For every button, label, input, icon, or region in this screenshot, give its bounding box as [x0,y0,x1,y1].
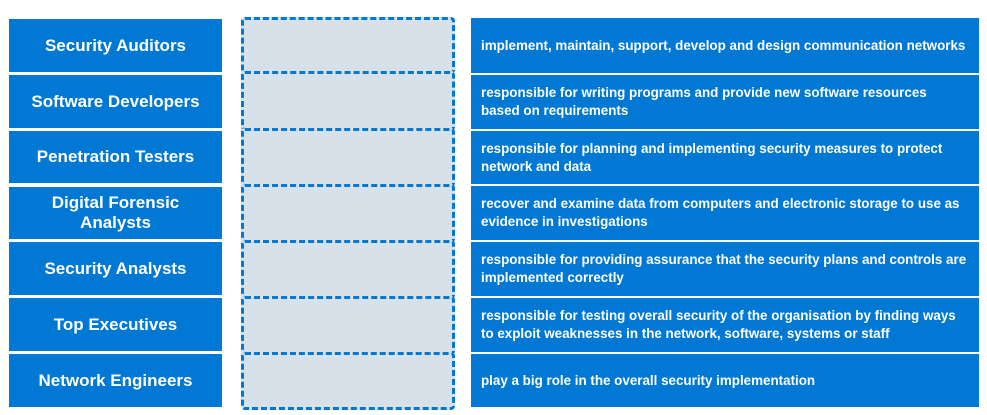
role-item-network-engineers[interactable]: Network Engineers [9,354,222,407]
description-text: responsible for providing assurance that… [481,252,967,285]
drop-slot-4[interactable] [241,184,455,243]
description-item: recover and examine data from computers … [471,186,979,240]
drop-slot-1[interactable] [241,17,455,74]
description-item: implement, maintain, support, develop an… [471,18,979,73]
description-text: play a big role in the overall security … [481,372,816,388]
role-item-digital-forensic-analysts[interactable]: Digital Forensic Analysts [9,187,222,239]
role-item-software-developers[interactable]: Software Developers [9,75,222,128]
description-item: responsible for testing overall security… [471,298,979,352]
description-text: responsible for writing programs and pro… [481,85,927,118]
role-item-security-analysts[interactable]: Security Analysts [9,242,222,295]
drop-slot-5[interactable] [241,240,455,299]
role-item-security-auditors[interactable]: Security Auditors [9,19,222,72]
description-text: responsible for planning and implementin… [481,140,943,174]
drop-slot-2[interactable] [241,71,455,131]
drop-slot-7[interactable] [241,352,455,410]
description-item: play a big role in the overall security … [471,354,979,407]
description-text: recover and examine data from computers … [481,196,960,229]
description-text: implement, maintain, support, develop an… [481,37,966,53]
role-item-top-executives[interactable]: Top Executives [9,298,222,351]
description-item: responsible for planning and implementin… [471,131,979,184]
drop-slot-6[interactable] [241,296,455,355]
drop-slot-3[interactable] [241,128,455,187]
role-item-penetration-testers[interactable]: Penetration Testers [9,131,222,183]
description-item: responsible for providing assurance that… [471,242,979,296]
description-item: responsible for writing programs and pro… [471,75,979,129]
description-text: responsible for testing overall security… [481,308,956,341]
